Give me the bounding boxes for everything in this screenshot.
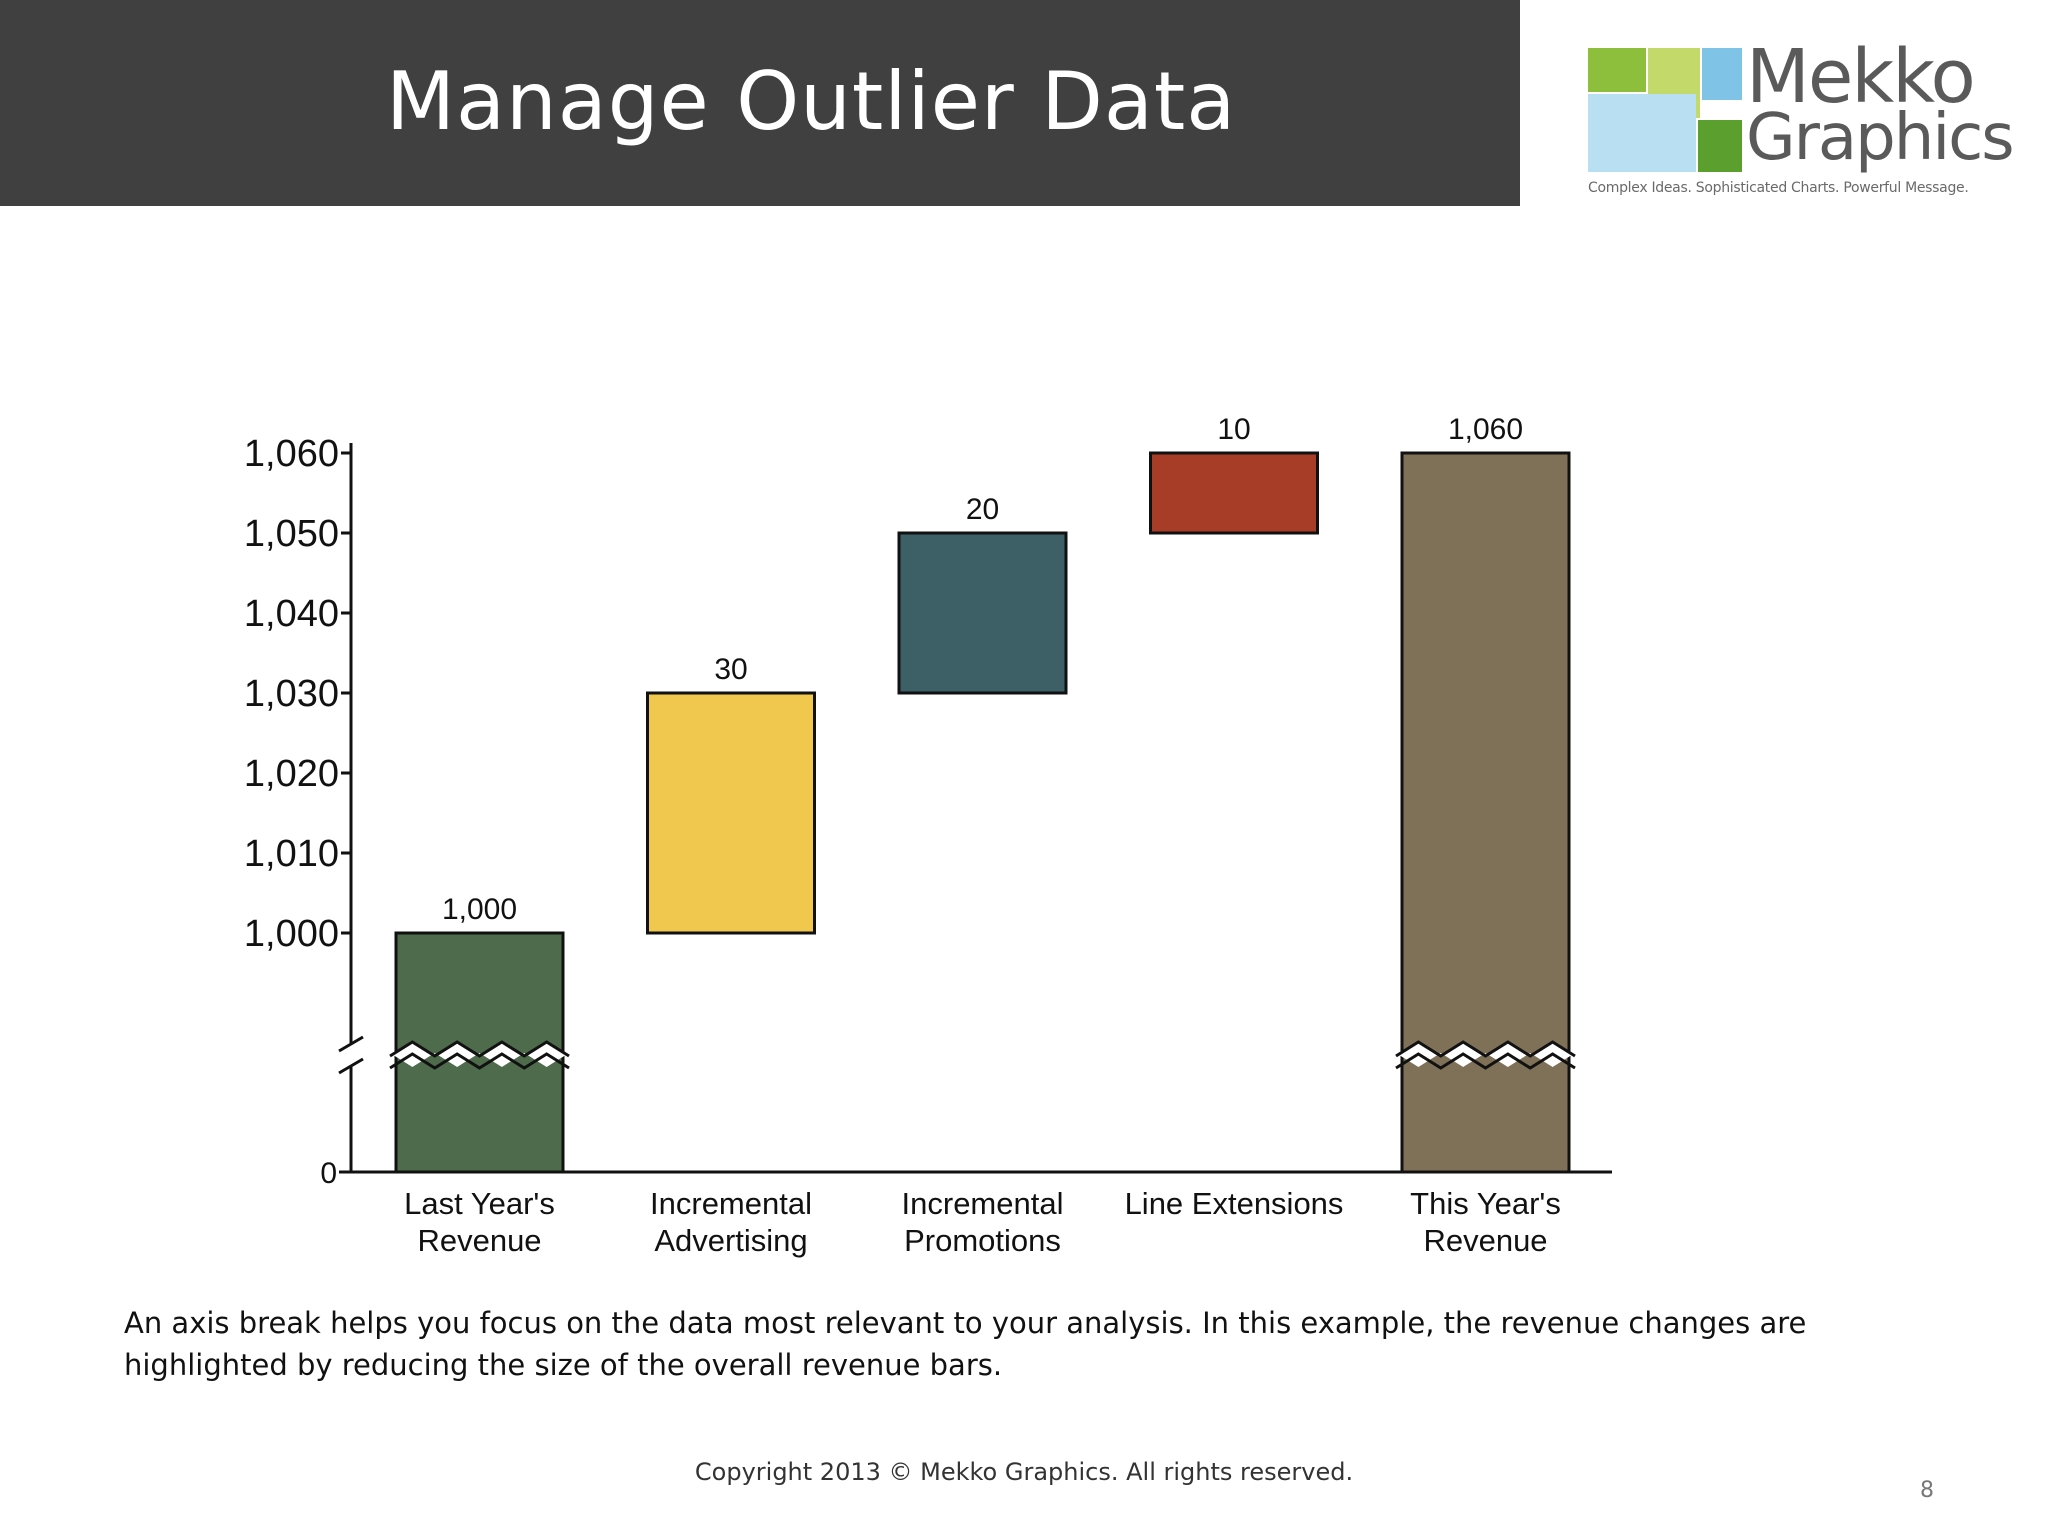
axis-break-line bbox=[1395, 1052, 1576, 1070]
slide-title: Manage Outlier Data bbox=[386, 55, 1237, 148]
waterfall-bar bbox=[1400, 451, 1571, 1174]
category-label: Incremental Advertising bbox=[650, 1186, 812, 1258]
logo-tile-1 bbox=[1588, 48, 1646, 92]
y-tick-label: 1,050 bbox=[244, 513, 339, 555]
y-tick-label-zero: 0 bbox=[320, 1157, 337, 1190]
data-label: 30 bbox=[714, 653, 747, 686]
category-label-line: Promotions bbox=[904, 1223, 1061, 1258]
axis-break-line bbox=[389, 1052, 570, 1070]
waterfall-bar bbox=[1149, 451, 1319, 535]
category-label-line: Incremental bbox=[902, 1186, 1064, 1221]
category-label: This Year's Revenue bbox=[1410, 1186, 1561, 1258]
category-label-line: Revenue bbox=[417, 1223, 541, 1258]
axis-break-line bbox=[1395, 1040, 1576, 1058]
y-axis-break-mark bbox=[338, 1057, 364, 1075]
bars-layer bbox=[389, 451, 1576, 1174]
y-tick-label: 1,030 bbox=[244, 673, 339, 715]
y-axis-break-mark bbox=[338, 1035, 364, 1053]
page-number: 8 bbox=[1920, 1478, 1934, 1503]
logo-tagline: Complex Ideas. Sophisticated Charts. Pow… bbox=[1588, 180, 1969, 196]
y-tick-label: 1,010 bbox=[244, 833, 339, 875]
waterfall-bar bbox=[646, 691, 816, 935]
category-label-line: This Year's bbox=[1410, 1186, 1561, 1221]
title-bar: Manage Outlier Data bbox=[0, 0, 1520, 206]
category-label-line: Line Extensions bbox=[1125, 1186, 1344, 1221]
y-tick-label: 1,040 bbox=[244, 593, 339, 635]
chart-caption: An axis break helps you focus on the dat… bbox=[124, 1306, 1807, 1382]
category-label-line: Advertising bbox=[654, 1223, 807, 1258]
waterfall-bar bbox=[897, 531, 1068, 695]
category-label: Line Extensions bbox=[1125, 1186, 1344, 1221]
logo-tile-5 bbox=[1698, 120, 1742, 172]
logo-tile-4 bbox=[1588, 94, 1696, 172]
y-tick-label: 1,020 bbox=[244, 753, 339, 795]
category-label: Last Year's Revenue bbox=[404, 1186, 555, 1258]
data-label: 10 bbox=[1217, 413, 1250, 446]
category-label: Incremental Promotions bbox=[902, 1186, 1064, 1258]
axis-layer: 1,000 1,010 1,020 1,030 1,040 1,050 1,060 0 bbox=[244, 433, 1612, 1190]
copyright-footer: Copyright 2013 © Mekko Graphics. All rig… bbox=[694, 1458, 1354, 1486]
data-label: 1,060 bbox=[1448, 413, 1523, 446]
waterfall-chart: 1,000 1,010 1,020 1,030 1,040 1,050 1,060 0 1,0… bbox=[244, 413, 1612, 1258]
data-label: 20 bbox=[966, 493, 999, 526]
mekko-graphics-logo: Mekko Graphics Complex Ideas. Sophistica… bbox=[1584, 34, 2015, 210]
y-tick-label: 1,000 bbox=[244, 913, 339, 955]
category-label-line: Revenue bbox=[1423, 1223, 1547, 1258]
logo-word-graphics: Graphics bbox=[1746, 101, 2015, 175]
logo-tile-3 bbox=[1702, 48, 1742, 100]
category-label-line: Last Year's bbox=[404, 1186, 555, 1221]
axis-break-line bbox=[389, 1040, 570, 1058]
logo-word-mekko: Mekko bbox=[1746, 34, 1976, 120]
category-label-line: Incremental bbox=[650, 1186, 812, 1221]
y-tick-label: 1,060 bbox=[244, 433, 339, 475]
data-label: 1,000 bbox=[442, 893, 517, 926]
